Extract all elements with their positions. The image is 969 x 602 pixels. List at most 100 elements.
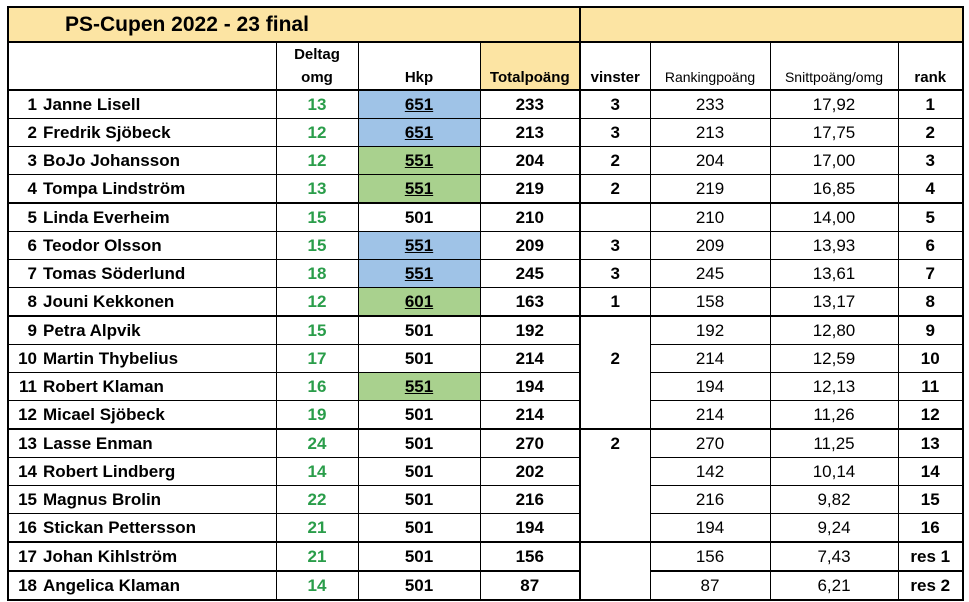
player-cell: 9 Petra Alpvik [7,315,277,345]
handicap-cell: 501 [357,400,481,430]
handicap-value: 551 [404,376,434,396]
handicap-cell: 501 [357,570,481,601]
average-points: 9,82 [769,485,899,514]
header-name-blank-2 [7,65,277,91]
player-name: Magnus Brolin [43,489,162,509]
player-number: 18 [18,575,37,595]
rounds-played: 12 [275,287,359,317]
average-points: 14,00 [769,202,899,232]
total-points: 202 [479,457,581,486]
header-ranking-top [649,41,771,65]
total-points: 87 [479,570,581,601]
handicap-value: 501 [404,546,434,566]
handicap-cell: 551 [357,372,481,401]
player-cell: 12 Micael Sjöbeck [7,400,277,430]
player-name: BoJo Johansson [43,150,180,170]
table-row: 2 Fredrik Sjöbeck 12 651 213 3 213 17,75 2 [7,118,964,147]
header-hkp: Hkp [357,65,481,91]
total-points: 270 [479,428,581,458]
ranking-points: 156 [649,541,771,572]
wins [579,400,651,430]
rounds-played: 15 [275,202,359,232]
handicap-value: 551 [404,178,434,198]
ranking-points: 194 [649,372,771,401]
rank: 15 [897,485,964,514]
handicap-cell: 551 [357,259,481,288]
player-cell: 4 Tompa Lindström [7,174,277,204]
player-number: 8 [27,291,37,311]
player-name: Teodor Olsson [43,235,162,255]
player-name: Angelica Klaman [43,575,180,595]
player-cell: 15 Magnus Brolin [7,485,277,514]
rounds-played: 13 [275,89,359,119]
player-cell: 18 Angelica Klaman [7,570,277,601]
ranking-points: 233 [649,89,771,119]
handicap-cell: 501 [357,315,481,345]
total-points: 192 [479,315,581,345]
table-row: 8 Jouni Kekkonen 12 601 163 1 158 13,17 8 [7,287,964,317]
handicap-cell: 501 [357,485,481,514]
ranking-points: 214 [649,344,771,373]
table-row: 9 Petra Alpvik 15 501 192 192 12,80 9 [7,315,964,345]
rank: 4 [897,174,964,204]
rank: 8 [897,287,964,317]
rank: 9 [897,315,964,345]
rank: 16 [897,513,964,543]
rounds-played: 19 [275,400,359,430]
wins: 3 [579,118,651,147]
player-name: Martin Thybelius [43,348,179,368]
ranking-points: 216 [649,485,771,514]
player-number: 4 [27,178,37,198]
wins: 1 [579,287,651,317]
ranking-points: 142 [649,457,771,486]
ranking-points: 209 [649,231,771,260]
total-points: 245 [479,259,581,288]
table-row: 18 Angelica Klaman 14 501 87 87 6,21 res 2 [7,570,964,601]
rank: 12 [897,400,964,430]
player-number: 5 [27,207,37,227]
average-points: 17,92 [769,89,899,119]
rounds-played: 17 [275,344,359,373]
header-total: Totalpoäng [479,65,581,91]
ranking-points: 219 [649,174,771,204]
player-number: 2 [27,122,37,142]
table-row: 3 BoJo Johansson 12 551 204 2 204 17,00 3 [7,146,964,175]
player-cell: 13 Lasse Enman [7,428,277,458]
handicap-value: 651 [404,94,434,114]
handicap-cell: 501 [357,541,481,572]
wins [579,513,651,543]
wins [579,457,651,486]
handicap-value: 501 [404,517,434,537]
player-number: 15 [18,489,37,509]
table-row: 4 Tompa Lindström 13 551 219 2 219 16,85 4 [7,174,964,204]
player-number: 17 [18,546,37,566]
handicap-cell: 501 [357,513,481,543]
total-points: 214 [479,400,581,430]
ranking-points: 270 [649,428,771,458]
handicap-value: 651 [404,122,434,142]
average-points: 9,24 [769,513,899,543]
average-points: 17,75 [769,118,899,147]
table-row: 13 Lasse Enman 24 501 270 2 270 11,25 13 [7,428,964,458]
rank: 6 [897,231,964,260]
rounds-played: 15 [275,231,359,260]
rounds-played: 12 [275,118,359,147]
player-number: 9 [27,320,37,340]
header-vinster: vinster [579,65,651,91]
player-number: 16 [18,517,37,537]
header-rank-top [897,41,964,65]
rank: 10 [897,344,964,373]
handicap-value: 501 [404,489,434,509]
player-name: Robert Klaman [43,376,164,396]
title-right-blank [579,6,964,43]
player-number: 12 [18,404,37,424]
total-points: 204 [479,146,581,175]
rounds-played: 24 [275,428,359,458]
average-points: 13,93 [769,231,899,260]
average-points: 7,43 [769,541,899,572]
ranking-points: 213 [649,118,771,147]
rank: 2 [897,118,964,147]
player-cell: 10 Martin Thybelius [7,344,277,373]
total-points: 194 [479,372,581,401]
wins [579,315,651,345]
